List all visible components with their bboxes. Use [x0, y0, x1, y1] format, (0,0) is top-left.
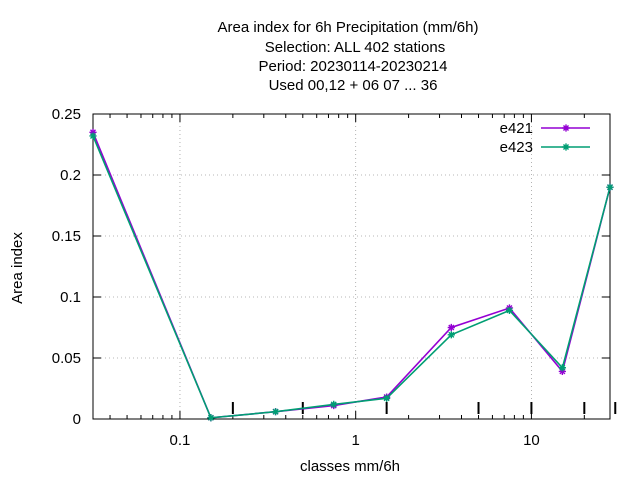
title-line-3: Period: 20230114-20230214 [258, 58, 447, 75]
legend-label: e421 [500, 120, 533, 137]
x-axis: 0.1 1 10 [109, 114, 585, 449]
y-tick-label: 0.25 [52, 106, 81, 123]
data-point [447, 331, 455, 339]
class-marks [231, 402, 617, 414]
title-line-2: Selection: ALL 402 stations [265, 39, 445, 56]
title-line-1: Area index for 6h Precipitation (mm/6h) [218, 19, 479, 36]
y-tick-label: 0 [73, 411, 81, 428]
grid [93, 114, 610, 419]
y-axis-label: Area index [9, 232, 26, 304]
data-point [207, 414, 215, 422]
plot-border [92, 113, 611, 420]
data-point [383, 394, 391, 402]
data-point [606, 183, 614, 191]
title-line-4: Used 00,12 + 06 07 ... 36 [269, 77, 438, 94]
y-tick-label: 0.2 [60, 167, 81, 184]
series-line [92, 135, 611, 419]
y-tick-label: 0.1 [60, 289, 81, 306]
data-point [558, 367, 566, 376]
data-point [330, 400, 338, 408]
y-tick-label: 0.15 [52, 228, 81, 245]
series-e423 [89, 132, 614, 422]
x-tick-label: 0.1 [170, 432, 191, 449]
data-point [447, 323, 455, 332]
series-e421 [89, 128, 614, 422]
chart-title: Area index for 6h Precipitation (mm/6h) … [218, 19, 479, 94]
legend: e421 e423 [500, 120, 590, 156]
x-tick-label: 10 [523, 432, 540, 449]
x-tick-label: 1 [352, 432, 360, 449]
data-point [89, 132, 97, 140]
data-point [558, 364, 566, 372]
y-axis: 0 0.05 0.1 0.15 0.2 0.25 [52, 106, 610, 428]
legend-marker [562, 124, 570, 132]
legend-label: e423 [500, 139, 533, 156]
y-tick-label: 0.05 [52, 350, 81, 367]
series [89, 128, 614, 422]
data-point [271, 408, 280, 416]
data-point [505, 306, 514, 315]
data-point [89, 128, 97, 136]
legend-marker [562, 143, 570, 151]
x-axis-label: classes mm/6h [300, 458, 400, 475]
series-line [92, 131, 611, 419]
